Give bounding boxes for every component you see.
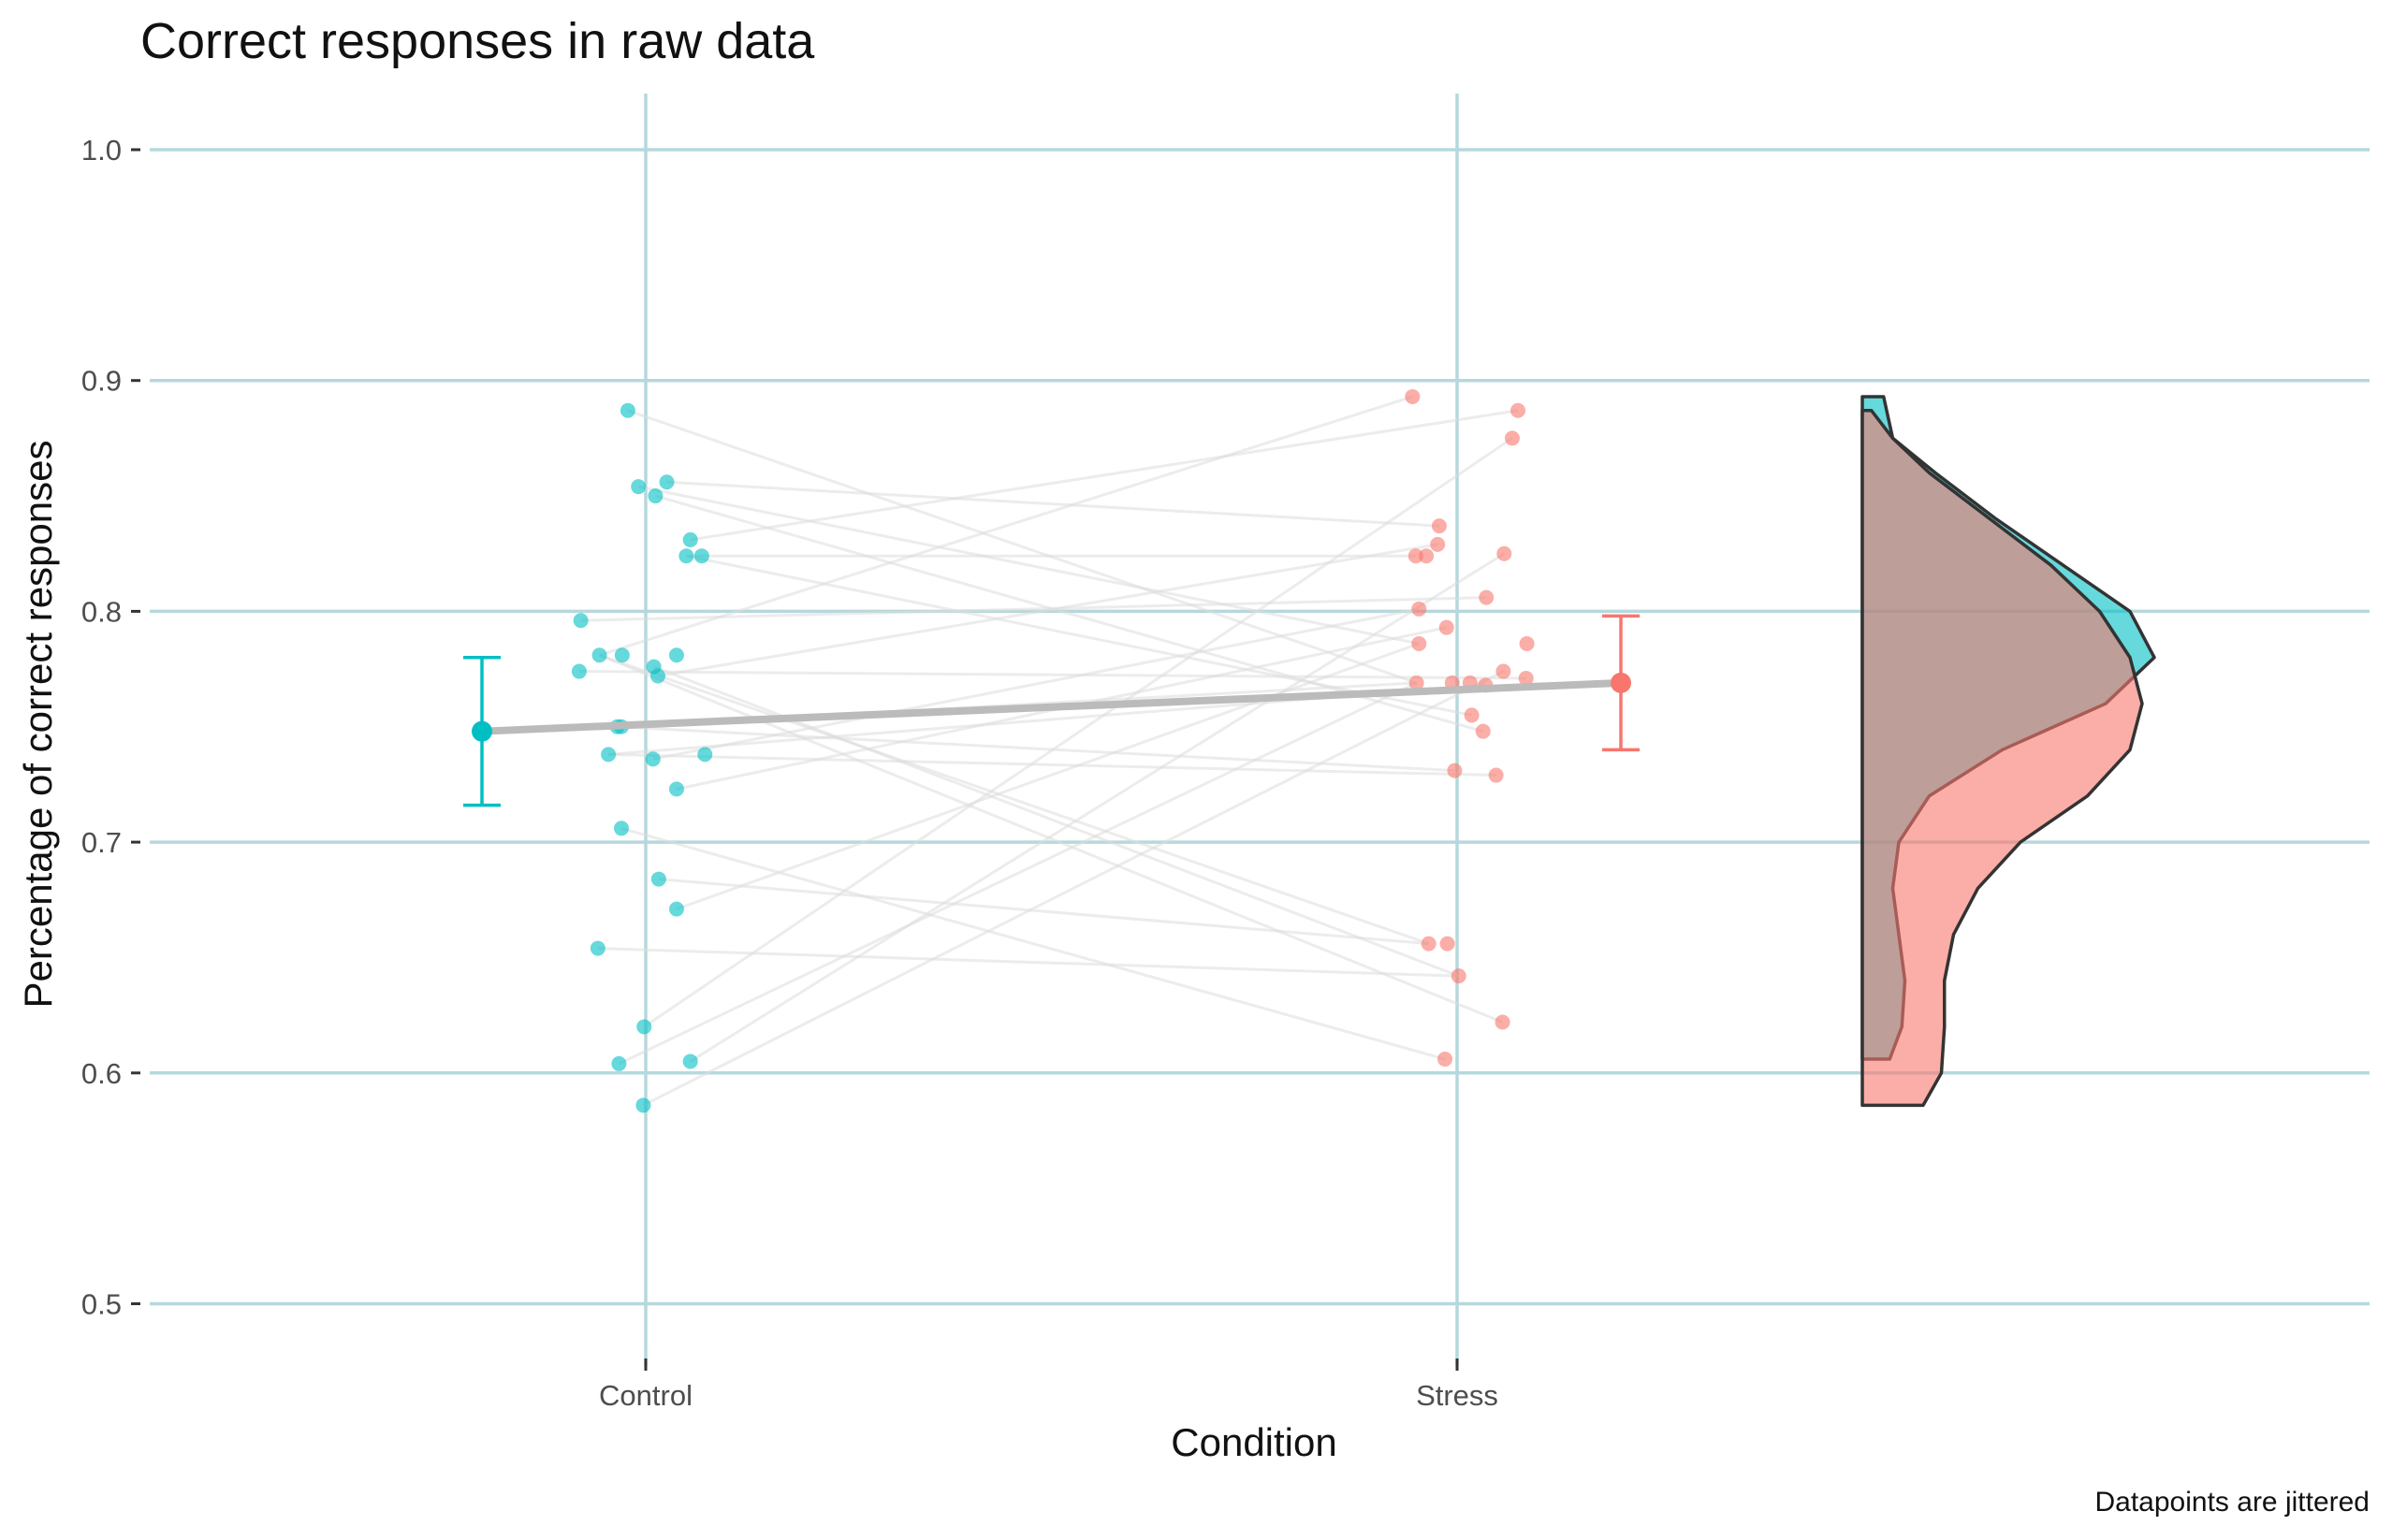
control-point [631, 479, 647, 495]
pair-line [608, 752, 1496, 777]
density-clouds [1860, 395, 2156, 1108]
stress-point [1510, 402, 1526, 418]
pair-line [642, 670, 1505, 1107]
pair-line [578, 670, 1526, 680]
control-point [620, 402, 635, 418]
y-tick-label: 0.9 [81, 365, 122, 398]
pair-line [657, 543, 1438, 677]
control-point [668, 647, 684, 663]
stress-point [1411, 635, 1427, 651]
x-axis-title: Condition [1171, 1420, 1336, 1464]
x-tick-label: Stress [1416, 1379, 1498, 1412]
pair-line [686, 554, 1472, 717]
stress-point [1495, 1014, 1510, 1030]
stress-point [1518, 670, 1534, 686]
stress-point [1407, 548, 1423, 564]
pair-line [627, 409, 1418, 685]
control-point [668, 901, 684, 917]
stress-mean-point [1611, 672, 1631, 693]
x-tick-label: Control [599, 1379, 693, 1412]
stress-point [1488, 767, 1504, 783]
control-point [682, 1053, 698, 1069]
chart-title: Correct responses in raw data [140, 13, 815, 69]
stress-point [1437, 1051, 1452, 1067]
control-point [601, 747, 617, 763]
stress-point [1439, 936, 1455, 952]
pair-line [652, 607, 1420, 761]
stress-point [1411, 601, 1427, 617]
x-axis: Control Stress [599, 1358, 1498, 1412]
mean-and-error-bars [463, 614, 1640, 807]
stress-point [1495, 663, 1511, 679]
pair-line [676, 642, 1420, 911]
control-point [693, 548, 709, 564]
control-point [668, 781, 684, 797]
pair-line [620, 826, 1446, 1061]
stress-point [1504, 430, 1520, 446]
control-point [650, 668, 666, 684]
control-point [636, 1019, 652, 1035]
stress-point [1405, 388, 1421, 404]
stress-density [1860, 409, 2144, 1108]
mean-connect-line [481, 678, 1622, 735]
y-axis: 0.5 0.6 0.7 0.8 0.9 1.0 [81, 134, 140, 1321]
control-point [571, 663, 587, 679]
control-point [614, 647, 630, 663]
control-point [635, 1097, 651, 1113]
stress-point [1430, 536, 1446, 552]
stress-point [1447, 763, 1463, 778]
stress-point [1438, 619, 1454, 635]
y-tick-label: 0.6 [81, 1057, 122, 1090]
caption: Datapoints are jittered [2095, 1487, 2370, 1518]
control-point [697, 747, 713, 763]
pair-line [599, 395, 1413, 657]
stress-point [1475, 723, 1491, 739]
control-mean-point [472, 720, 492, 742]
y-tick-label: 0.5 [81, 1288, 122, 1321]
stress-point [1419, 548, 1435, 564]
pair-line [599, 653, 1430, 946]
control-point [682, 531, 698, 547]
control-point [591, 647, 607, 663]
stress-point [1479, 589, 1495, 605]
pair-line [653, 665, 1460, 978]
gridlines [150, 94, 2370, 1366]
pair-line [617, 725, 1455, 773]
control-point [645, 751, 661, 767]
control-point [613, 821, 629, 836]
pair-line [637, 485, 1420, 646]
paired-lines [578, 395, 1526, 1107]
stress-point [1408, 675, 1424, 690]
pair-line [658, 878, 1429, 946]
control-point [573, 613, 589, 629]
pair-line [666, 480, 1440, 528]
control-point [650, 871, 666, 887]
stress-point [1451, 968, 1466, 984]
y-axis-title: Percentage of correct responses [16, 441, 60, 1009]
control-point [648, 488, 664, 504]
y-tick-label: 1.0 [81, 134, 122, 167]
control-point [611, 1055, 627, 1071]
pair-line [618, 681, 1418, 1066]
control-point [678, 548, 694, 564]
pair-line [689, 552, 1506, 1063]
stress-point [1496, 545, 1512, 561]
stress-point [1431, 518, 1447, 534]
pair-line [597, 947, 1459, 978]
control-point [659, 474, 675, 490]
y-tick-label: 0.7 [81, 826, 122, 859]
stress-point [1519, 635, 1535, 651]
pair-line [643, 437, 1513, 1028]
stress-point [1464, 707, 1480, 723]
pair-line [690, 409, 1519, 542]
pair-line [580, 596, 1487, 622]
y-tick-label: 0.8 [81, 595, 122, 628]
control-point [590, 940, 605, 956]
stress-point [1421, 936, 1437, 952]
